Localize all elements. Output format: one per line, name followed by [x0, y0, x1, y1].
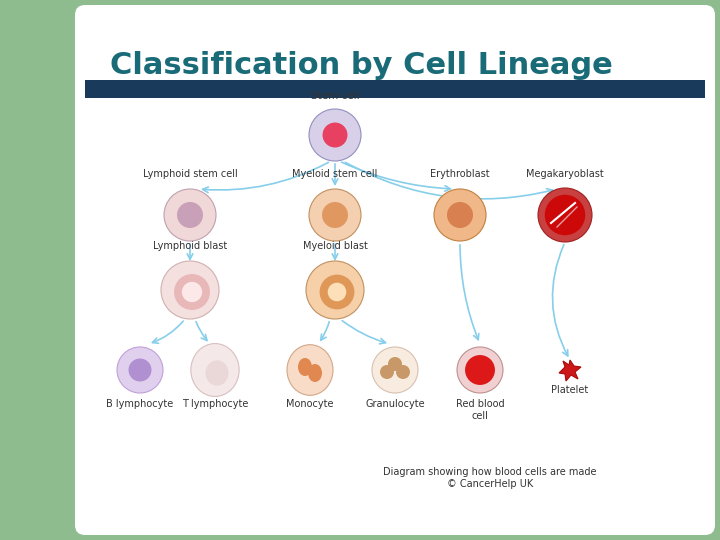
- Circle shape: [164, 189, 216, 241]
- Text: Lymphoid stem cell: Lymphoid stem cell: [143, 169, 238, 179]
- Circle shape: [538, 188, 592, 242]
- Circle shape: [320, 275, 354, 309]
- Circle shape: [306, 261, 364, 319]
- Circle shape: [323, 123, 348, 147]
- Text: Lymphoid blast: Lymphoid blast: [153, 241, 227, 251]
- Ellipse shape: [287, 345, 333, 395]
- Circle shape: [174, 274, 210, 310]
- Ellipse shape: [298, 358, 312, 376]
- Circle shape: [388, 357, 402, 371]
- Circle shape: [117, 347, 163, 393]
- Text: Myeloid blast: Myeloid blast: [302, 241, 367, 251]
- Text: Monocyte: Monocyte: [287, 399, 334, 409]
- Text: Classification by Cell Lineage: Classification by Cell Lineage: [110, 51, 613, 79]
- Circle shape: [396, 365, 410, 379]
- Text: Red blood
cell: Red blood cell: [456, 399, 504, 421]
- Bar: [85, 80, 705, 98]
- Circle shape: [434, 189, 486, 241]
- Text: Myeloid stem cell: Myeloid stem cell: [292, 169, 378, 179]
- Text: Granulocyte: Granulocyte: [365, 399, 425, 409]
- Text: Erythroblast: Erythroblast: [430, 169, 490, 179]
- Text: Diagram showing how blood cells are made
© CancerHelp UK: Diagram showing how blood cells are made…: [383, 467, 597, 489]
- Circle shape: [372, 347, 418, 393]
- Circle shape: [309, 189, 361, 241]
- Ellipse shape: [205, 360, 228, 386]
- Ellipse shape: [308, 364, 322, 382]
- Circle shape: [465, 355, 495, 385]
- Text: Platelet: Platelet: [552, 385, 589, 395]
- Circle shape: [161, 261, 219, 319]
- Ellipse shape: [191, 343, 239, 396]
- Text: Megakaryoblast: Megakaryoblast: [526, 169, 604, 179]
- Circle shape: [380, 365, 394, 379]
- Circle shape: [182, 282, 202, 302]
- Circle shape: [128, 359, 151, 381]
- Circle shape: [545, 195, 585, 235]
- Text: T lymphocyte: T lymphocyte: [182, 399, 248, 409]
- Text: B lymphocyte: B lymphocyte: [107, 399, 174, 409]
- Circle shape: [328, 283, 346, 301]
- Circle shape: [322, 202, 348, 228]
- Circle shape: [457, 347, 503, 393]
- Polygon shape: [559, 360, 581, 381]
- FancyBboxPatch shape: [75, 5, 715, 535]
- Text: Stem cell: Stem cell: [311, 91, 359, 101]
- Circle shape: [309, 109, 361, 161]
- Circle shape: [177, 202, 203, 228]
- Circle shape: [447, 202, 473, 228]
